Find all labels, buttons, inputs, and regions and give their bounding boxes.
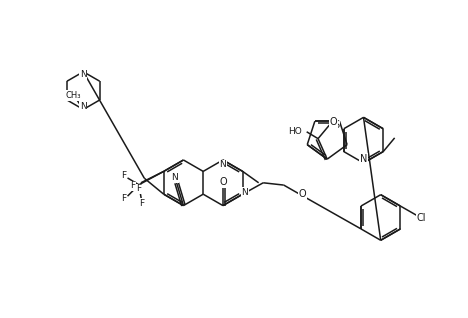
- Text: N: N: [219, 161, 227, 169]
- Text: HO: HO: [288, 127, 302, 136]
- Text: F: F: [121, 171, 126, 180]
- Text: N: N: [80, 70, 87, 79]
- Text: O: O: [299, 189, 307, 199]
- Text: N: N: [360, 154, 367, 164]
- Text: F: F: [136, 184, 141, 193]
- Text: S: S: [334, 120, 340, 130]
- Text: N: N: [241, 188, 248, 197]
- Text: F: F: [131, 181, 136, 190]
- Text: O: O: [329, 117, 337, 127]
- Text: F: F: [121, 194, 126, 203]
- Text: N: N: [80, 102, 87, 111]
- Text: N: N: [171, 173, 178, 182]
- Text: CH₃: CH₃: [66, 91, 81, 100]
- Text: O: O: [219, 177, 227, 187]
- Text: Cl: Cl: [417, 213, 426, 223]
- Text: F: F: [139, 199, 144, 208]
